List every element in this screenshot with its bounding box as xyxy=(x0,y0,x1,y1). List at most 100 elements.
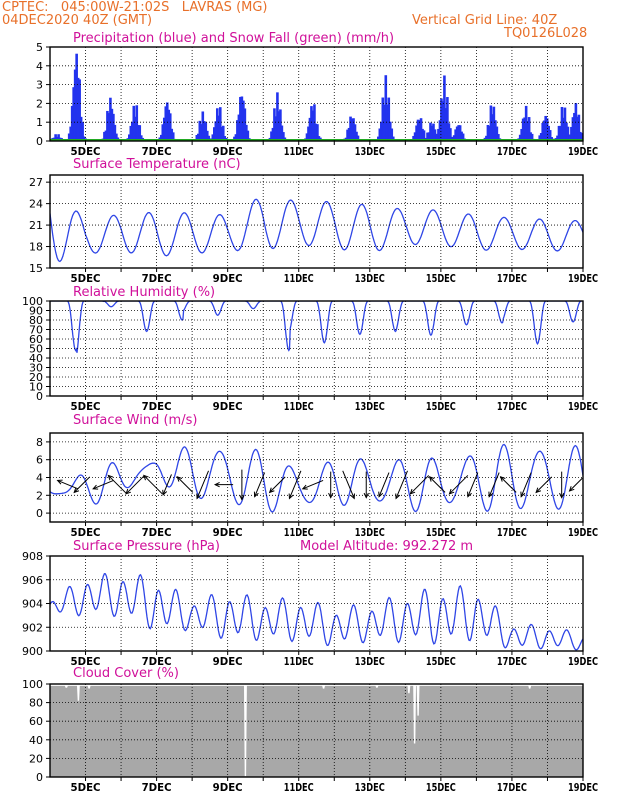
precip-bar xyxy=(79,116,83,141)
precip-bar xyxy=(380,121,383,141)
wind-arrow xyxy=(410,475,430,495)
precip-bar xyxy=(430,125,434,141)
wind-arrow-head xyxy=(288,493,294,500)
panel-2: 15 18 21 24 27 5DEC 7DEC 9DEC 11DEC 13DEC 15DEC 17D… xyxy=(29,157,598,285)
x-tick-label: 19DEC xyxy=(568,145,598,158)
x-tick-label: 17DEC xyxy=(497,400,527,413)
precip-bar xyxy=(310,106,313,141)
precip-bar xyxy=(495,126,499,141)
x-tick-label: 5DEC xyxy=(71,272,101,285)
precip-bar xyxy=(415,125,418,141)
precip-bar xyxy=(497,134,500,141)
x-tick-label: 17DEC xyxy=(497,526,527,539)
precip-bar xyxy=(138,125,142,141)
series-layer xyxy=(50,443,583,513)
x-tick-label: 5DEC xyxy=(71,526,101,539)
precip-bar xyxy=(355,131,358,141)
precip-bar xyxy=(136,125,140,141)
precip-bar xyxy=(103,131,106,141)
panel-frame xyxy=(49,46,584,142)
precip-bar xyxy=(449,128,452,141)
y-tick-label: 0 xyxy=(36,135,43,148)
precip-bar xyxy=(115,133,118,141)
y-tick-label: 6 xyxy=(36,454,43,467)
precip-bar xyxy=(573,112,576,141)
precip-bar xyxy=(200,124,203,141)
precip-bar xyxy=(314,123,318,141)
wind-arrow xyxy=(196,470,209,499)
precip-bar xyxy=(385,104,389,141)
wind-arrow xyxy=(302,479,324,490)
wind-arrow xyxy=(520,472,532,497)
x-tick-label: 5DEC xyxy=(71,400,101,413)
x-tick-label: 13DEC xyxy=(355,400,385,413)
precip-bar xyxy=(205,130,209,141)
y-tick-label: 40 xyxy=(29,352,43,365)
wind-arrow-head xyxy=(162,489,168,496)
series-layer xyxy=(50,301,583,353)
precip-bar xyxy=(162,117,166,141)
grid-layer xyxy=(50,175,583,268)
precip-bar xyxy=(576,116,579,141)
precip-bar xyxy=(377,136,380,141)
precip-bar xyxy=(73,69,77,141)
wind-arrow-head xyxy=(428,476,435,482)
x-tick-label: 7DEC xyxy=(142,272,172,285)
header-code: TQ0126L028 xyxy=(504,26,588,41)
panel-5: 900 902 904 906 908 5DEC 7DEC 9DEC 11DEC 13DEC 15D… xyxy=(22,539,598,668)
precip-bar xyxy=(198,120,202,141)
precip-bar xyxy=(557,125,561,141)
wind-arrow xyxy=(125,475,145,495)
precip-bar xyxy=(346,129,349,141)
precip-bar xyxy=(164,106,168,141)
x-tick-label: 9DEC xyxy=(213,526,243,539)
x-tick-label: 7DEC xyxy=(142,781,172,794)
precip-bar xyxy=(446,97,449,141)
series-layer xyxy=(50,53,583,141)
wind-arrow-head xyxy=(56,479,63,485)
y-tick-label: 10 xyxy=(29,381,43,394)
x-tick-label: 19DEC xyxy=(568,272,598,285)
precip-bar xyxy=(202,121,206,141)
wind-arrow-head xyxy=(107,474,114,481)
wind-arrow xyxy=(143,475,163,495)
precip-bar xyxy=(107,113,111,141)
precip-bar xyxy=(518,134,522,141)
wind-arrow-head xyxy=(467,491,472,498)
wind-arrow-head xyxy=(328,492,334,499)
wind-arrow-head xyxy=(363,492,369,499)
precip-bar xyxy=(106,110,109,141)
x-tick-label: 9DEC xyxy=(213,655,243,668)
x-tick-label: 9DEC xyxy=(213,400,243,413)
wind-speed-line xyxy=(50,443,583,513)
wind-arrow xyxy=(395,470,408,499)
precip-bar xyxy=(78,79,81,141)
wind-arrow xyxy=(176,476,194,493)
y-tick-label: 40 xyxy=(29,734,43,747)
precip-bar xyxy=(233,136,236,141)
panel-title: Surface Wind (m/s) xyxy=(73,413,197,428)
wind-arrow xyxy=(73,476,91,493)
precip-bar xyxy=(419,118,423,141)
x-tick-label: 7DEC xyxy=(142,526,172,539)
x-tick-label: 7DEC xyxy=(142,400,172,413)
y-tick-label: 906 xyxy=(22,574,43,587)
precip-bar xyxy=(521,118,525,141)
precip-bar xyxy=(545,118,549,141)
header-run: 04DEC2020 40Z (GMT) xyxy=(2,13,153,28)
wind-arrow-head xyxy=(520,491,526,498)
precip-bar xyxy=(437,128,440,141)
wind-arrow-head xyxy=(143,474,149,481)
wind-arrow xyxy=(107,475,128,495)
wind-arrow xyxy=(500,476,517,493)
wind-arrow-head xyxy=(535,487,542,494)
precip-bar xyxy=(526,121,529,141)
y-tick-label: 900 xyxy=(22,645,43,658)
wind-arrow-head xyxy=(268,487,275,494)
precip-bar xyxy=(349,116,352,141)
precip-bar xyxy=(580,133,583,141)
precip-bar xyxy=(441,101,445,141)
precip-bar xyxy=(422,130,426,141)
precip-bar xyxy=(570,126,573,141)
